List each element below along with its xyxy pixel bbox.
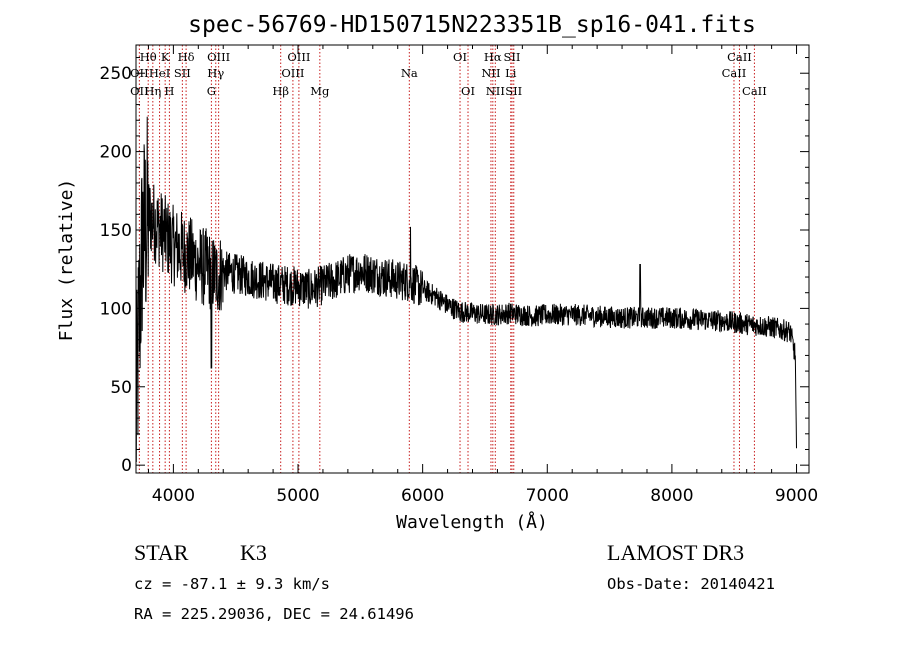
x-tick-label: 7000 [526, 486, 569, 506]
spectral-line-label: OIII [207, 50, 230, 64]
object-subclass: K3 [240, 540, 267, 565]
object-class: STAR [134, 540, 189, 565]
y-tick-label: 250 [100, 64, 132, 84]
redshift-cz: cz = -87.1 ± 9.3 km/s [134, 575, 330, 593]
y-tick-label: 150 [100, 221, 132, 241]
spectral-line-label: NII [486, 84, 505, 98]
spectral-line-label: SII [504, 50, 521, 64]
spectral-line-label: OII [130, 84, 149, 98]
spectral-line-label: OI [461, 84, 475, 98]
spectral-line-label: K [161, 50, 170, 64]
x-tick-label: 6000 [401, 486, 444, 506]
spectral-line-label: SII [505, 84, 522, 98]
spectrum-line [135, 116, 797, 463]
spectral-line-label: Mg [310, 84, 330, 98]
x-tick-label: 9000 [775, 486, 818, 506]
spectral-line-label: H [164, 84, 174, 98]
spectral-line-label: CaII [722, 66, 747, 80]
spectral-line-label: NII [481, 66, 500, 80]
spectral-line-label: Hθ [140, 50, 157, 64]
x-axis-label: Wavelength (Å) [396, 511, 548, 533]
spectral-line-label: Hη [144, 84, 161, 98]
y-axis-label: Flux (relative) [56, 179, 77, 342]
x-tick-label: 4000 [152, 486, 195, 506]
spectral-line-label: Hδ [178, 50, 195, 64]
coordinates: RA = 225.29036, DEC = 24.61496 [134, 605, 414, 623]
spectral-line-label: SII [174, 66, 191, 80]
x-tick-label: 5000 [276, 486, 319, 506]
spectral-line-label: OIII [281, 66, 304, 80]
spectral-line-label: Li [505, 66, 517, 80]
spectral-line-label: HeI [149, 66, 170, 80]
spectral-line-label: CaII [742, 84, 767, 98]
y-tick-label: 0 [121, 456, 132, 476]
y-tick-label: 100 [100, 299, 132, 319]
y-tick-label: 50 [110, 378, 132, 398]
x-tick-label: 8000 [650, 486, 693, 506]
spectral-line-label: OIII [287, 50, 310, 64]
spectral-line-label: Hβ [272, 84, 289, 98]
observation-date: Obs-Date: 20140421 [607, 575, 775, 593]
chart-title: spec-56769-HD150715N223351B_sp16-041.fit… [188, 12, 756, 38]
spectral-line-label: OI [453, 50, 467, 64]
spectral-line-label: G [207, 84, 216, 98]
spectral-line-label: CaII [727, 50, 752, 64]
axes-ticks: 4000 5000 6000 7000 8000 9000 0 50 100 150 200 250 [100, 45, 818, 506]
spectral-line-label: Na [401, 66, 418, 80]
spectral-line-markers [138, 45, 755, 473]
survey-name: LAMOST DR3 [607, 540, 744, 565]
spectral-line-label: Hγ [207, 66, 224, 80]
spectrum-plot [135, 116, 797, 463]
spectral-line-label: Hα [484, 50, 502, 64]
y-tick-label: 200 [100, 143, 132, 163]
